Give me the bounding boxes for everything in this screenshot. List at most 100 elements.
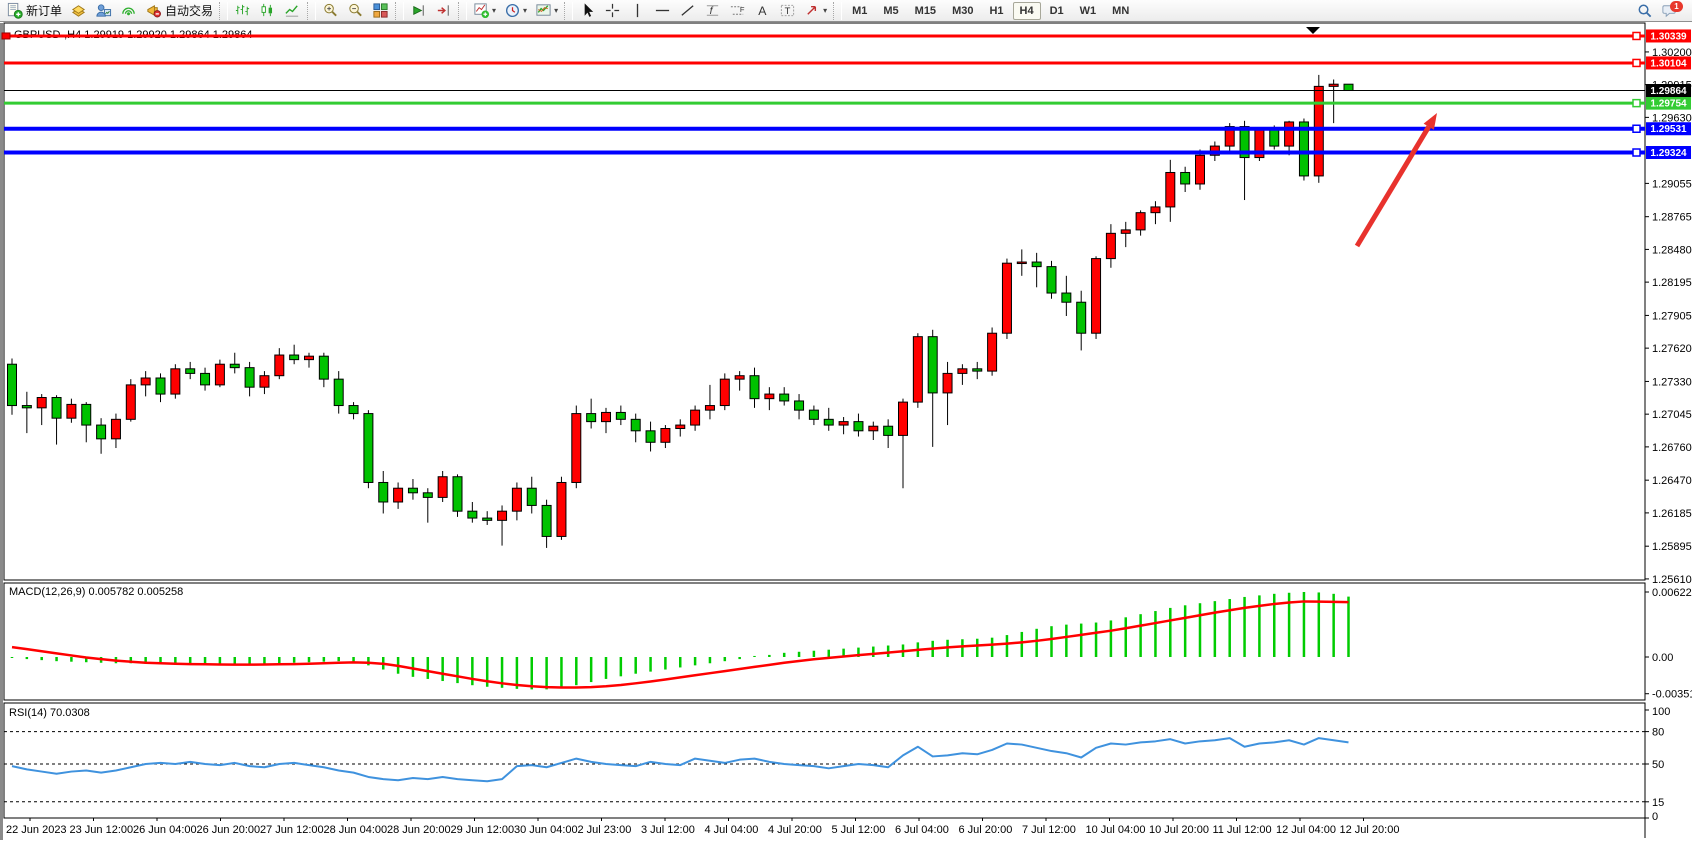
line-handle[interactable] [1632,58,1641,68]
bull-candle [957,368,968,374]
time-axis-label: 12 Jul 04:00 [1276,824,1336,836]
timeframe-m1[interactable]: M1 [852,4,868,17]
bar-chart-button[interactable] [231,0,254,22]
bull-candle [987,332,998,372]
bull-candle [704,405,715,411]
arrows-button[interactable]: ▾ [801,0,830,22]
trendline-button[interactable] [676,0,699,22]
signals-button[interactable] [117,0,140,22]
vertical-line-button[interactable] [626,0,649,22]
time-axis-label: 23 Jun 12:00 [70,824,134,836]
macd-histogram-bar [634,657,637,674]
macd-histogram-bar [500,657,504,688]
line-handle[interactable] [1632,98,1641,108]
fibonacci-icon: f [704,2,721,19]
timeframe-h4[interactable]: H4 [1012,1,1041,20]
macd-histogram-bar [782,652,786,657]
bull-candle [393,487,404,503]
bear-candle [185,368,196,374]
macd-histogram-bar [55,657,58,662]
channel-button[interactable]: F [726,0,749,22]
bull-candle [1135,212,1146,231]
dropdown-arrow-icon[interactable]: ▾ [523,5,528,15]
line-anchor-handle[interactable] [1,32,11,40]
price-line-badge [1646,29,1691,43]
macd-histogram-bar [708,657,712,664]
line-handle[interactable] [1632,148,1641,157]
price-tick-label: 1.27905 [1652,310,1692,322]
macd-histogram-bar [1228,599,1231,657]
timeframe-m15[interactable]: M15 [914,4,937,17]
tile-windows-button[interactable] [369,0,392,22]
periods-button[interactable]: ▾ [501,0,530,22]
bull-candle [675,424,686,430]
bear-candle [1298,121,1309,177]
dropdown-arrow-icon[interactable]: ▾ [823,5,828,15]
bear-candle [229,363,240,369]
macd-histogram-bar [812,650,816,657]
svg-text:A: A [758,4,767,18]
bear-candle [289,354,300,361]
chart-canvas: GBPUSD-,H4 1.29919 1.29920 1.29864 1.298… [0,22,1692,840]
timeframe-m30[interactable]: M30 [952,4,974,17]
bull-candle [838,421,849,426]
bull-candle [1313,85,1324,177]
time-axis-label: 26 Jun 20:00 [197,824,261,836]
price-tick-label: 1.25610 [1652,574,1692,586]
macd-histogram-bar [530,657,533,690]
timeframe-d1[interactable]: D1 [1049,4,1064,17]
dropdown-arrow-icon[interactable]: ▾ [554,5,559,15]
bear-candle [853,421,864,432]
chat-button[interactable]: 1 [1658,0,1683,22]
bear-candle [363,413,374,483]
timeframe-w1[interactable]: W1 [1079,4,1097,17]
auto-scroll-button[interactable] [407,0,430,22]
main-toolbar: 新订单 自动交易 ▾ ▾ ▾ f F A T ▾ M1 M5 M15 M30 H1 H4 D1 W1 MN 1 [0,0,1692,22]
timeframe-h1[interactable]: H1 [989,4,1004,17]
bull-candle [497,510,508,521]
bear-candle [749,375,760,400]
crosshair-icon [604,2,621,19]
time-axis-label: 29 Jun 12:00 [451,824,515,836]
bull-candle [898,401,908,436]
bear-candle [96,424,107,440]
dropdown-arrow-icon[interactable]: ▾ [492,5,497,15]
line-chart-button[interactable] [281,0,304,22]
arrow-annotation[interactable] [1354,125,1431,248]
macd-histogram-bar [1020,631,1024,657]
price-line-badge-label: 1.29754 [1650,99,1687,110]
horizontal-line-button[interactable] [651,0,674,22]
fibonacci-button[interactable]: f [701,0,724,22]
macd-histogram-bar [1005,635,1009,657]
history-center-button[interactable] [67,0,90,22]
macd-histogram-bar [589,657,593,683]
price-tick-label: 1.27045 [1652,409,1692,421]
search-button[interactable] [1633,0,1656,22]
bull-candle [1165,171,1176,208]
macd-histogram-bar [1169,607,1172,657]
chart-shift-button[interactable] [432,0,455,22]
arrow-annotation-head[interactable] [1423,113,1437,130]
macd-histogram-bar [842,648,845,657]
line-handle[interactable] [1632,31,1641,41]
bear-candle [7,363,17,407]
zoom-out-button[interactable] [344,0,367,22]
macd-histogram-bar [174,657,177,665]
profile-button[interactable] [92,0,115,22]
timeframe-m5[interactable]: M5 [883,4,899,17]
indicators-button[interactable]: ▾ [470,0,499,22]
zoom-in-button[interactable] [319,0,342,22]
text-button[interactable]: A [751,0,774,22]
crosshair-button[interactable] [601,0,624,22]
alert-marker-icon[interactable] [1306,27,1320,34]
timeframe-mn[interactable]: MN [1112,4,1130,17]
text-label-button[interactable]: T [776,0,799,22]
bear-candle [927,336,938,394]
cursor-button[interactable] [576,0,599,22]
templates-button[interactable]: ▾ [532,0,561,22]
new-order-button[interactable]: 新订单 [3,0,65,22]
time-axis-label: 10 Jul 20:00 [1149,824,1209,836]
autotrading-button[interactable]: 自动交易 [142,0,216,22]
line-handle[interactable] [1632,124,1641,133]
candlestick-chart-button[interactable] [256,0,279,22]
